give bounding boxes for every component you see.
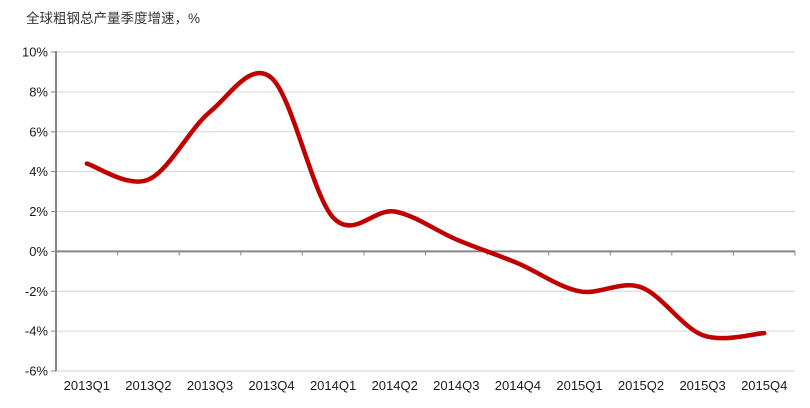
x-axis-label: 2014Q4 xyxy=(495,378,541,393)
x-axis-label: 2015Q1 xyxy=(556,378,602,393)
y-axis-label: 4% xyxy=(29,164,48,179)
y-axis-label: -2% xyxy=(25,284,49,299)
x-axis-label: 2013Q3 xyxy=(187,378,233,393)
chart-title: 全球粗钢总产量季度增速，% xyxy=(26,11,201,26)
x-axis-label: 2014Q3 xyxy=(433,378,479,393)
y-axis-label: -4% xyxy=(25,324,49,339)
x-axis-label: 2015Q4 xyxy=(741,378,787,393)
x-axis-label: 2015Q2 xyxy=(618,378,664,393)
y-axis-label: 0% xyxy=(29,244,48,259)
x-axis-label: 2015Q3 xyxy=(679,378,725,393)
y-axis-label: 10% xyxy=(22,45,48,60)
y-axis-label: -6% xyxy=(25,364,49,379)
y-axis-label: 2% xyxy=(29,204,48,219)
data-series-line xyxy=(84,70,767,341)
x-axis-label: 2014Q2 xyxy=(372,378,418,393)
y-axis-label: 8% xyxy=(29,84,48,99)
x-axis-label: 2013Q4 xyxy=(248,378,294,393)
x-axis-label: 2014Q1 xyxy=(310,378,356,393)
x-axis-label: 2013Q2 xyxy=(125,378,171,393)
x-axis-label: 2013Q1 xyxy=(64,378,110,393)
y-axis-label: 6% xyxy=(29,124,48,139)
